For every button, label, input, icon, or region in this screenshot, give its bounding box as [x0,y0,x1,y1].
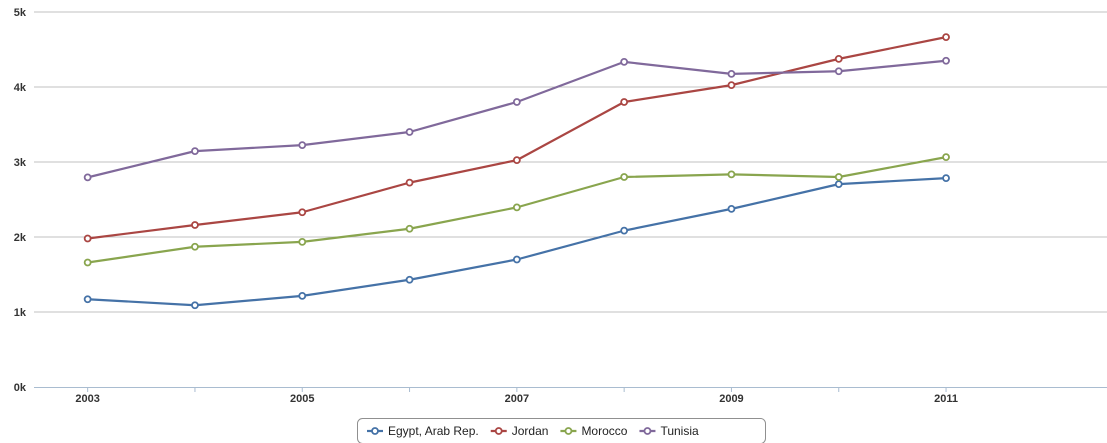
data-point[interactable] [405,178,414,187]
y-tick-label: 1k [14,307,27,319]
data-point[interactable] [942,33,950,42]
data-point[interactable] [620,57,629,66]
series-egypt-arab-rep [83,174,950,310]
data-point[interactable] [620,226,629,235]
data-point[interactable] [298,291,307,300]
x-tick-label: 2011 [934,393,958,405]
y-tick-label: 4k [14,82,27,94]
data-point[interactable] [834,173,843,181]
data-point[interactable] [942,56,950,65]
legend-label: Jordan [512,424,549,438]
data-point[interactable] [620,173,629,181]
legend-label: Tunisia [660,424,699,438]
data-point[interactable] [512,203,521,212]
data-point[interactable] [512,156,521,165]
data-point[interactable] [834,67,843,76]
data-point[interactable] [512,255,521,264]
legend-item[interactable]: Tunisia [639,424,699,438]
data-point[interactable] [834,180,843,189]
legend-marker [494,427,503,435]
legend[interactable]: Egypt, Arab Rep. Jordan Morocco Tunisia [357,418,766,443]
legend-item[interactable]: Jordan [490,424,549,438]
x-tick-label: 2009 [719,393,743,405]
legend-label: Morocco [581,424,627,438]
x-tick-label: 2007 [505,393,529,405]
data-point[interactable] [834,54,843,63]
y-tick-label: 3k [14,157,27,169]
y-tick-label: 5k [14,7,27,19]
data-point[interactable] [191,301,199,310]
data-point[interactable] [83,258,92,267]
data-point[interactable] [298,141,307,150]
legend-item[interactable]: Egypt, Arab Rep. [367,424,479,438]
data-point[interactable] [298,208,307,217]
y-tick-label: 0k [14,382,27,394]
axes: 0k 1k 2k 3k 4k 5k 2003 2005 2007 2009 2011 [14,7,1107,405]
data-point[interactable] [620,98,629,106]
data-point[interactable] [83,234,92,243]
data-point[interactable] [727,69,736,78]
data-point[interactable] [83,295,92,304]
legend-item[interactable]: Morocco [560,424,628,438]
y-tick-label: 2k [14,232,27,244]
legend-marker [643,427,652,435]
legend-marker [564,427,573,435]
data-point[interactable] [942,153,950,162]
data-point[interactable] [191,221,199,229]
data-point[interactable] [405,275,414,284]
data-point[interactable] [405,224,414,233]
series-line [86,177,948,307]
data-point[interactable] [83,173,92,182]
series-lines [83,33,950,310]
legend-label: Egypt, Arab Rep. [388,424,479,438]
data-point[interactable] [191,147,199,156]
data-point[interactable] [942,174,950,183]
data-point[interactable] [727,170,736,179]
data-point[interactable] [405,128,414,136]
x-tick-label: 2003 [75,393,99,405]
grid-lines [34,11,1107,313]
x-tick-label: 2005 [290,393,314,405]
data-point[interactable] [727,81,736,90]
series-jordan [83,33,950,243]
data-point[interactable] [191,242,199,251]
data-point[interactable] [512,98,521,106]
legend-marker [371,427,379,435]
data-point[interactable] [727,204,736,213]
data-point[interactable] [298,237,307,246]
series-morocco [83,153,950,267]
series-tunisia [83,56,950,182]
